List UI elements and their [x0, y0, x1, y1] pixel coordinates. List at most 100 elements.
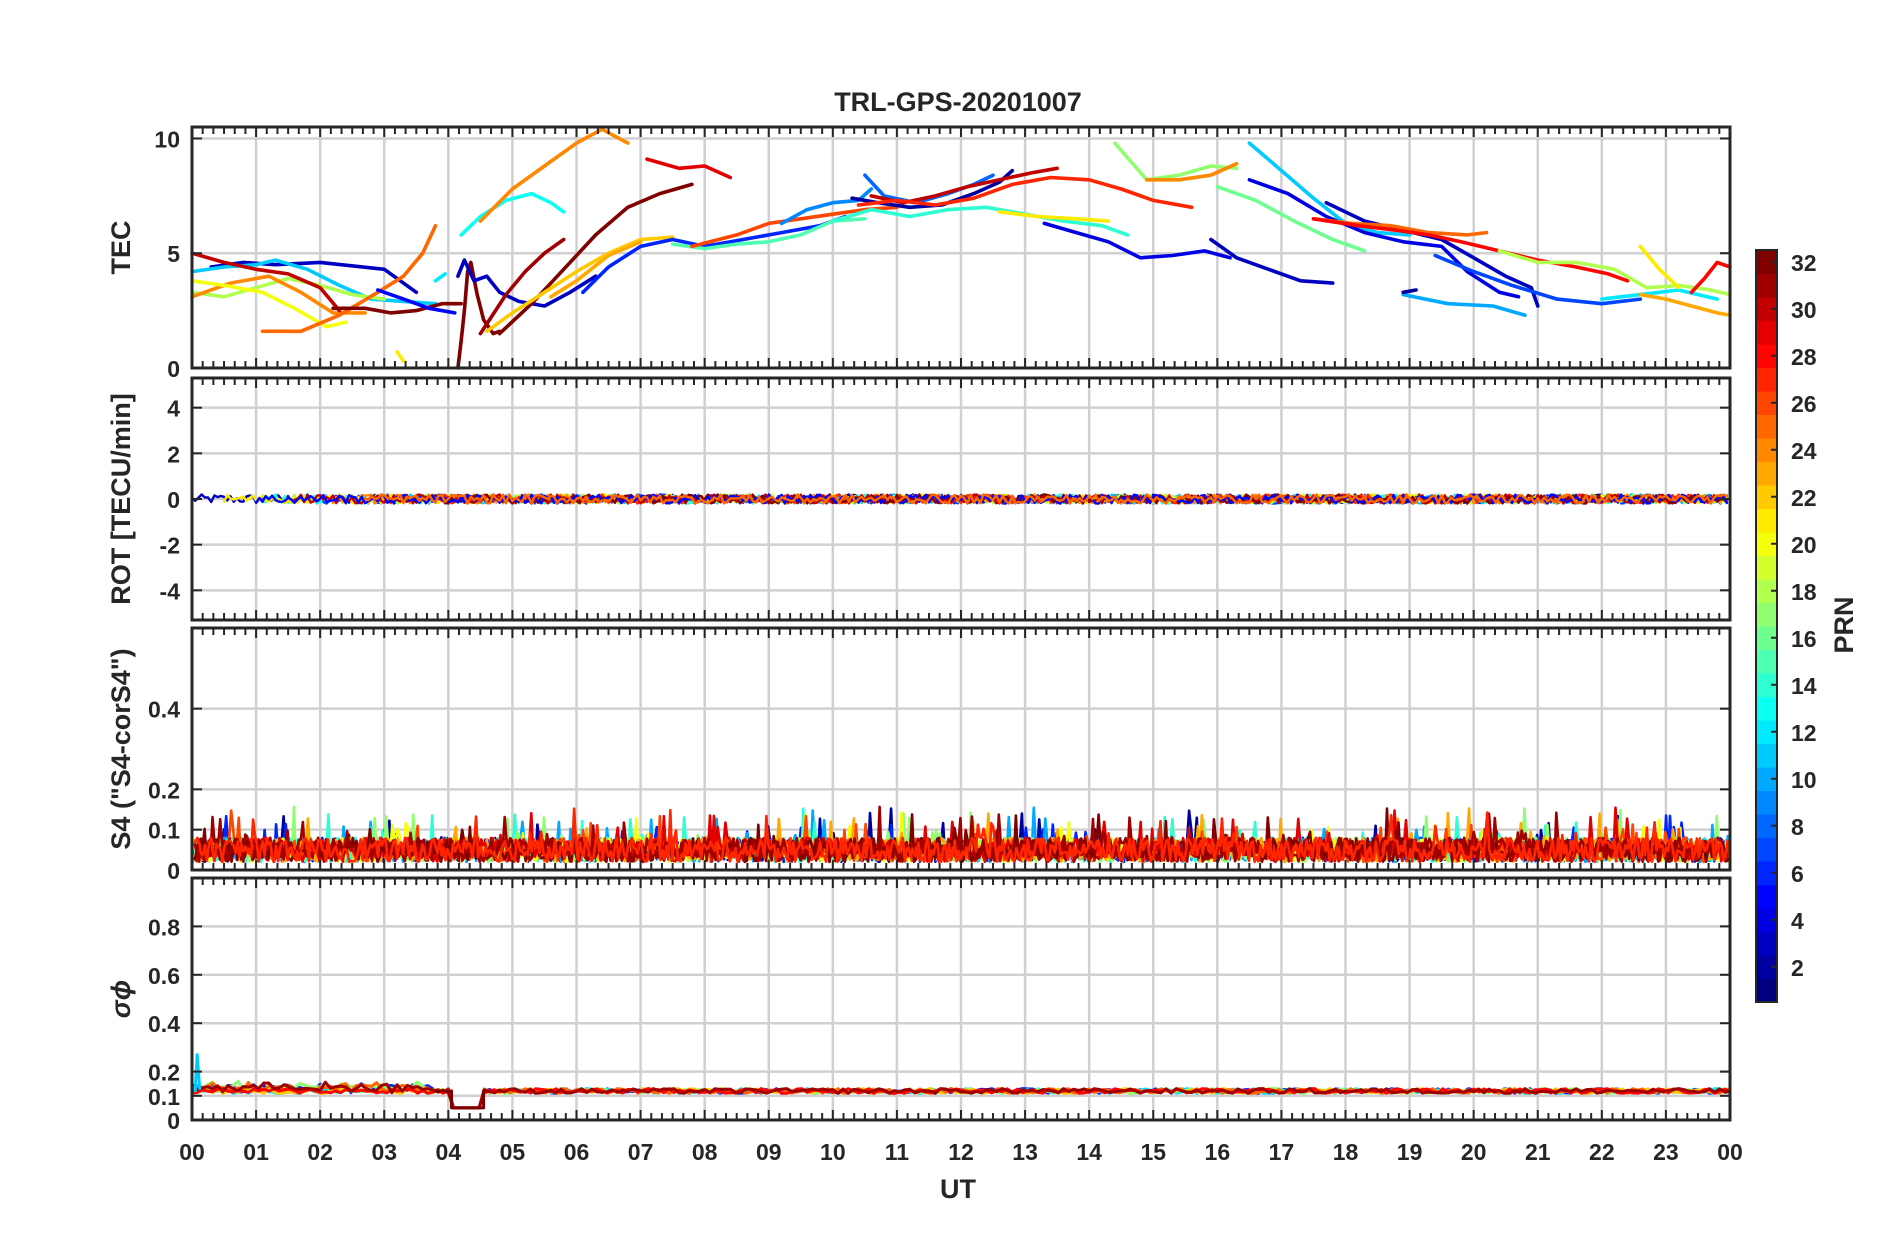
tec-series-prn-17 — [1113, 141, 1239, 182]
y-axis-label-s4: S4 ("S4-corS4") — [106, 648, 136, 849]
x-tick-label: 00 — [1717, 1139, 1743, 1165]
x-tick-label: 13 — [1012, 1139, 1038, 1165]
colorbar-tick-label: 32 — [1791, 250, 1817, 276]
tec-series-prn-21 — [1638, 244, 1681, 290]
colorbar-tick-label: 16 — [1791, 626, 1817, 652]
tec-series-prn-3 — [1209, 237, 1335, 285]
sigma-series-prn-28 — [190, 1087, 1732, 1110]
y-axis-label-tec: TEC — [106, 221, 136, 275]
x-tick-label: 11 — [885, 1139, 910, 1165]
y-tick-label: 0 — [167, 356, 180, 382]
y-axis-label-rot: ROT [TECU/min] — [106, 393, 136, 604]
x-tick-labels: 00 01 02 03 04 05 06 07 08 09 10 11 12 13 14 15 16 17 18 19… — [179, 1139, 1743, 1165]
colorbar-tick-label: 30 — [1791, 297, 1817, 323]
x-tick-label: 06 — [564, 1139, 590, 1165]
colorbar-cell — [1756, 391, 1777, 416]
colorbar-cell — [1756, 297, 1777, 322]
y-tick-label: 0 — [167, 1108, 180, 1134]
y-tick-label: 0 — [167, 487, 180, 513]
colorbar-cell — [1756, 602, 1777, 627]
colorbar-cell — [1756, 931, 1777, 956]
colorbar-cell — [1756, 814, 1777, 839]
colorbar-tick-label: 14 — [1791, 673, 1817, 699]
y-tick-label: 10 — [154, 126, 180, 152]
colorbar-cell — [1756, 720, 1777, 745]
tec-series-prn-22 — [485, 235, 675, 334]
colorbar-tick-label: 20 — [1791, 532, 1817, 558]
colorbar-tick-label: 10 — [1791, 767, 1817, 793]
tec-series-prn-32 — [497, 182, 694, 336]
tec-series-prn-24 — [478, 127, 630, 223]
sigma-series-prn-31 — [190, 1080, 1732, 1110]
tec-series-prn-12 — [433, 272, 447, 283]
y-tick-label: 0.6 — [148, 963, 180, 989]
tec-series-prn-23 — [1638, 292, 1732, 317]
x-tick-label: 04 — [436, 1139, 462, 1165]
colorbar-cell — [1756, 908, 1777, 933]
series-group — [190, 127, 1732, 370]
tec-series-prn-10 — [1401, 292, 1527, 317]
colorbar-cell — [1756, 790, 1777, 815]
colorbar-cell — [1756, 673, 1777, 698]
panel-sigma_phi: 00.10.2 0.4 0.6 0.8 σϕ — [106, 876, 1732, 1134]
tec-series-prn-20 — [190, 279, 348, 329]
x-tick-label: 21 — [1525, 1139, 1551, 1165]
colorbar-cell — [1756, 978, 1777, 1003]
y-tick-label: 4 — [167, 396, 180, 422]
colorbar-cell — [1756, 626, 1777, 651]
y-tick-label: 0.8 — [148, 914, 180, 940]
x-tick-label: 15 — [1140, 1139, 1166, 1165]
s4-series-prn-32 — [193, 807, 1731, 864]
tec-series-prn-9 — [779, 187, 874, 226]
colorbar-cell — [1756, 508, 1777, 533]
x-tick-label: 22 — [1589, 1139, 1615, 1165]
colorbar-cell — [1756, 367, 1777, 392]
series-group — [190, 1053, 1732, 1110]
tec-series-prn-3 — [456, 258, 598, 308]
x-tick-label: 05 — [500, 1139, 526, 1165]
colorbar-tick-label: 24 — [1791, 438, 1817, 464]
y-tick-label: 0 — [167, 858, 180, 884]
tec-series-prn-30 — [190, 251, 342, 313]
panel-tec: 0 5 10 TEC — [106, 125, 1732, 382]
y-tick-label: 0.4 — [148, 1011, 180, 1037]
tec-series-prn-16 — [1215, 184, 1367, 253]
tec-series-prn-25 — [260, 223, 438, 334]
tec-series-prn-21 — [395, 350, 406, 363]
colorbar-frame — [1755, 249, 1778, 1003]
minor-ticks — [191, 378, 1731, 620]
colorbar-cell — [1756, 884, 1777, 909]
y-tick-label: 0.4 — [148, 697, 180, 723]
y-tick-label: 5 — [167, 241, 180, 267]
tec-series-prn-29 — [645, 157, 733, 180]
x-tick-label: 08 — [692, 1139, 718, 1165]
colorbar-cell — [1756, 579, 1777, 604]
colorbar-cell — [1756, 649, 1777, 674]
colorbar-cell — [1756, 861, 1777, 886]
tec-series-prn-4 — [1042, 221, 1232, 260]
colorbar-cell — [1756, 743, 1777, 768]
colorbar-cell — [1756, 555, 1777, 580]
series-group — [190, 493, 1728, 505]
panel-rot: -4 -2 0 2 4 ROT [TECU/min] — [106, 376, 1732, 622]
x-tick-label: 18 — [1333, 1139, 1359, 1165]
colorbar-cell — [1756, 696, 1777, 721]
tec-series-prn-26 — [690, 205, 899, 249]
colorbar-cell — [1756, 837, 1777, 862]
tec-series-prn-18 — [190, 276, 387, 301]
colorbar-cell — [1756, 344, 1777, 369]
tec-series-prn-28 — [1689, 260, 1732, 295]
tec-series-prn-6 — [581, 214, 848, 295]
y-axis-label-sigma_phi: σϕ — [106, 980, 136, 1018]
tec-series-prn-28 — [1311, 217, 1630, 283]
tec-series-prn-2 — [1401, 288, 1418, 295]
x-tick-label: 12 — [948, 1139, 974, 1165]
y-tick-label: -4 — [160, 578, 181, 604]
colorbar-label: PRN — [1829, 596, 1859, 653]
tec-series-prn-24 — [1145, 161, 1239, 182]
colorbar-tick-label: 2 — [1791, 955, 1804, 981]
x-tick-label: 14 — [1076, 1139, 1102, 1165]
x-tick-label: 10 — [820, 1139, 846, 1165]
tec-series-prn-18 — [1497, 249, 1732, 297]
